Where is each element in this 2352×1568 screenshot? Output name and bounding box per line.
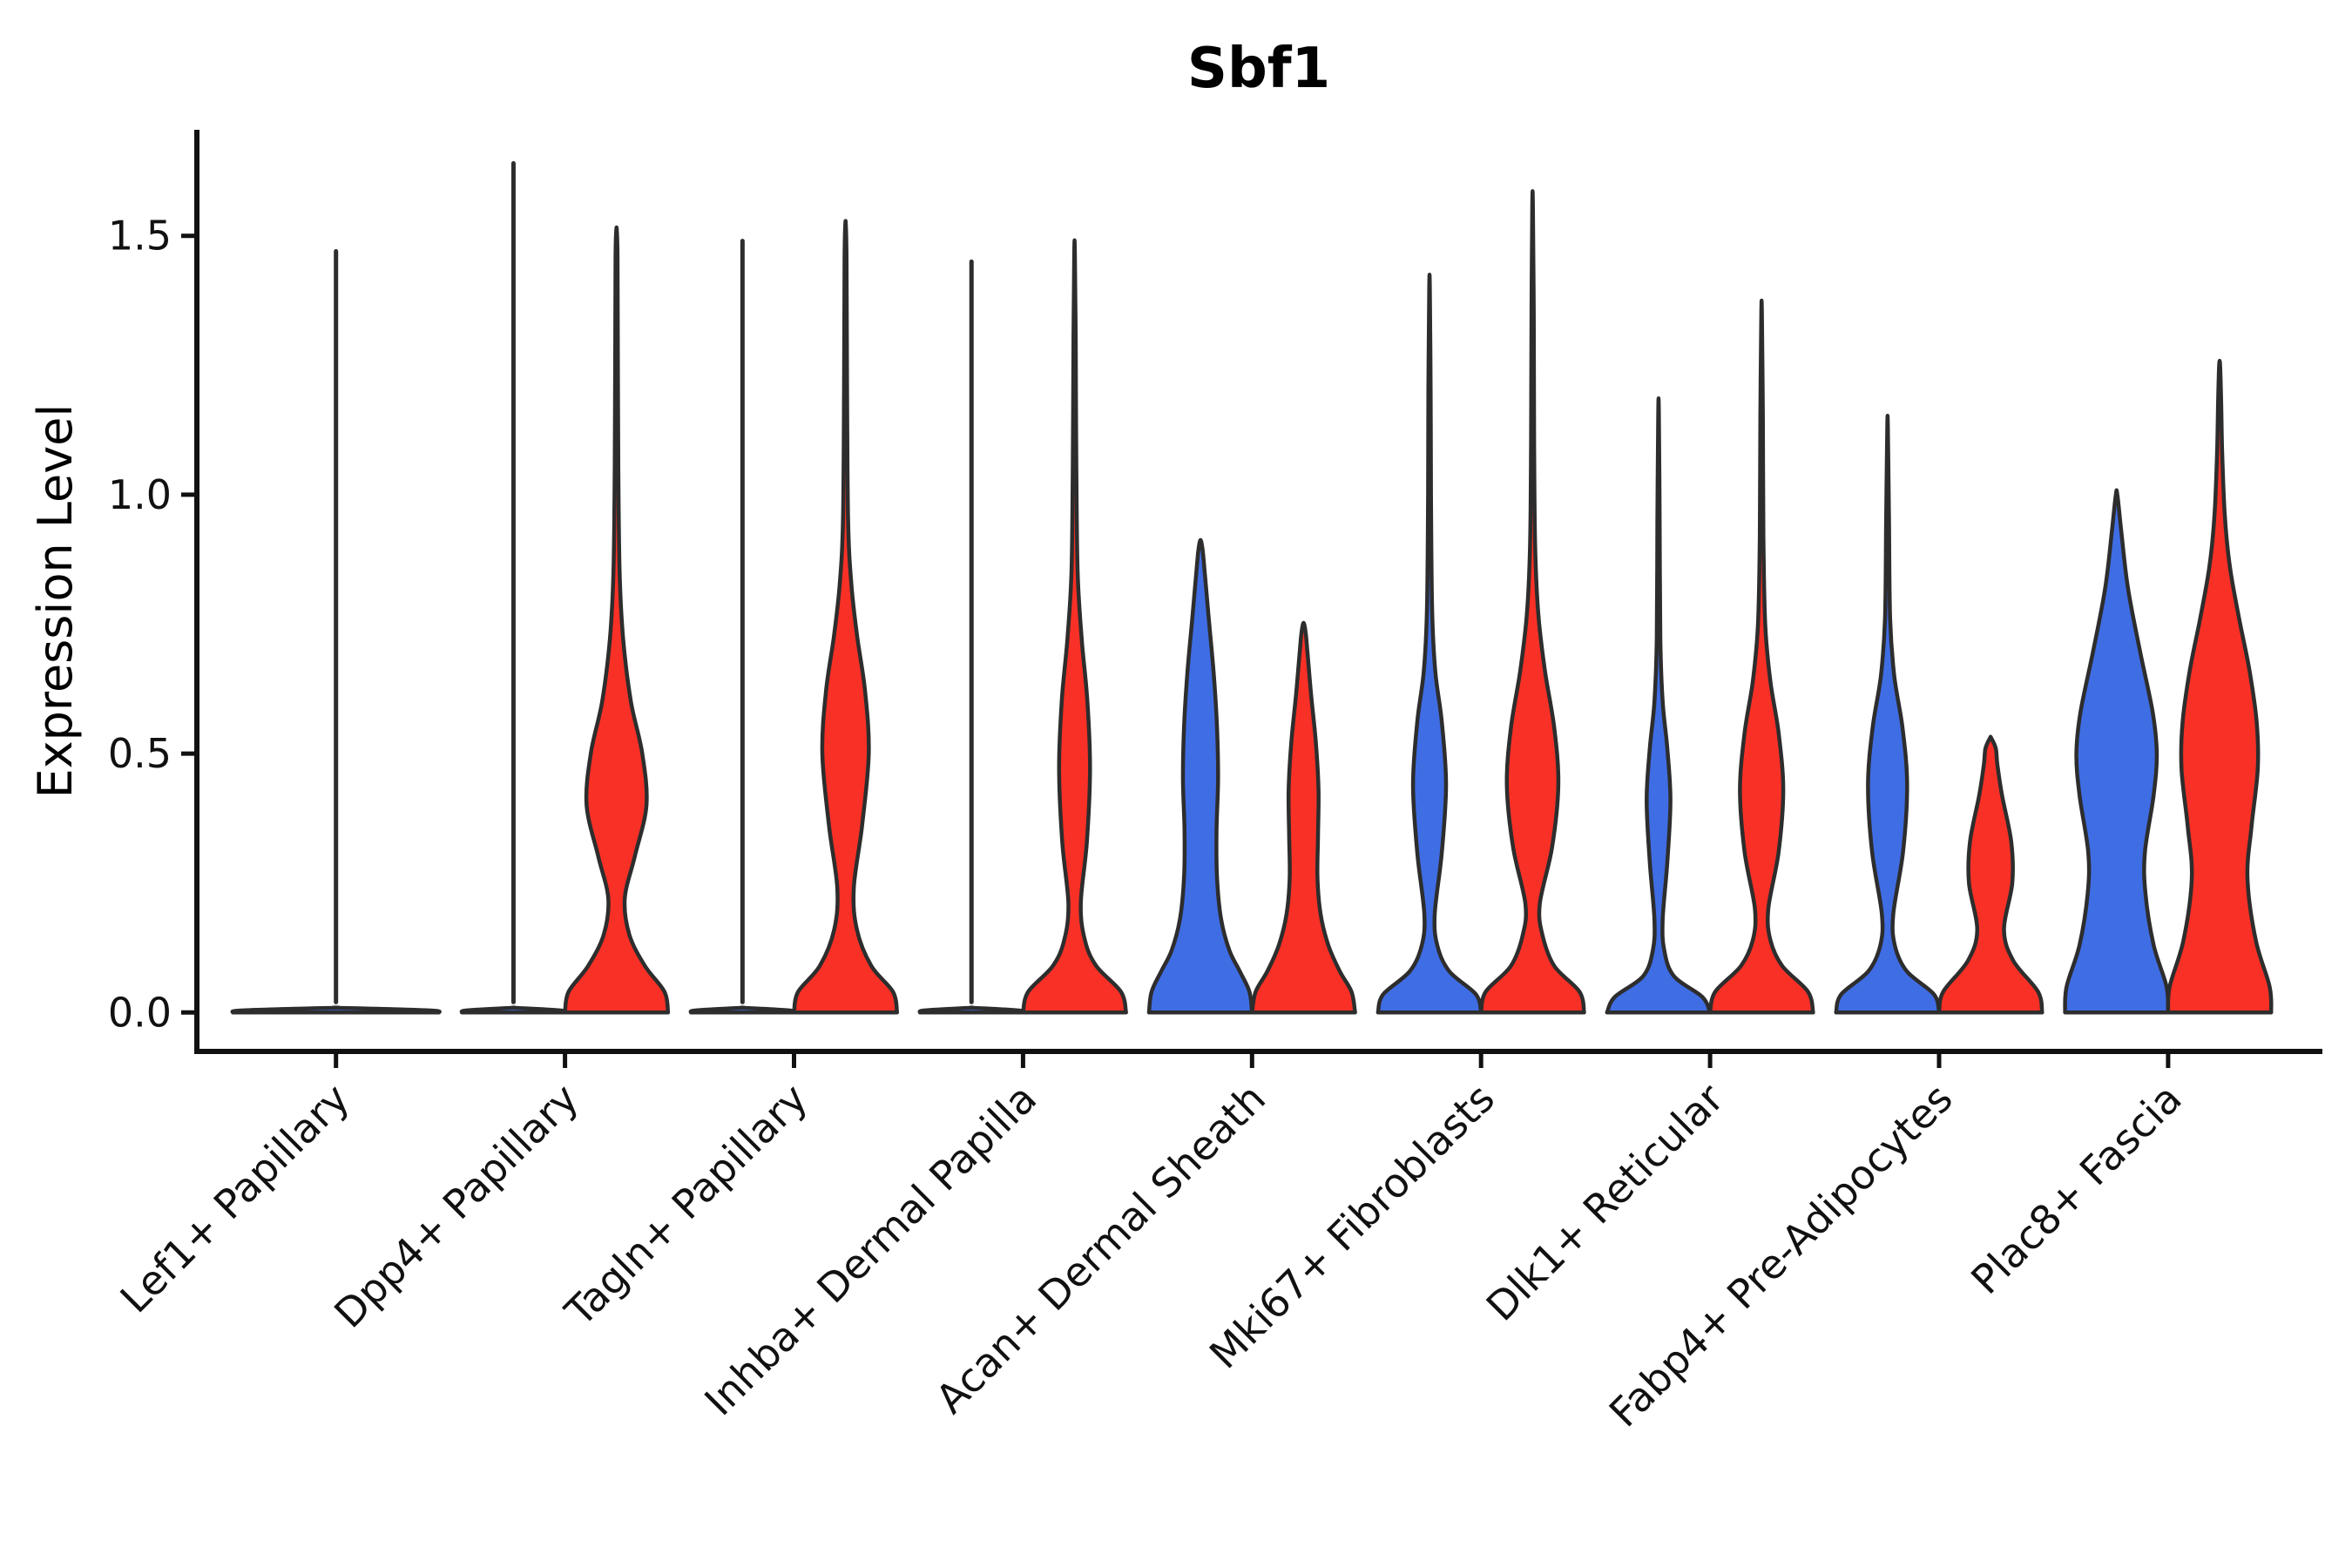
x-tick-label: Dpp4+ Papillary	[325, 1075, 587, 1337]
violin-shape-dpp4-blue	[459, 1005, 568, 1015]
violin-shape-dlk1-red	[1707, 298, 1815, 1015]
x-tick-label: Dlk1+ Reticular	[1477, 1075, 1733, 1330]
violin-shape-fabp4-red	[1936, 734, 2044, 1015]
violin-shape-plac8-blue	[2063, 488, 2171, 1015]
violin-shape-dpp4-red	[563, 225, 671, 1015]
y-tick-label: 0.5	[108, 730, 172, 777]
chart-title: Sbf1	[1187, 37, 1330, 101]
axes	[181, 130, 2322, 1068]
violin-shape-plac8-red	[2166, 358, 2274, 1015]
violin-shape-lef1-blue	[230, 1005, 442, 1015]
violin-shape-dlk1-blue	[1605, 395, 1713, 1015]
violin-shape-acan-red	[1250, 620, 1357, 1015]
y-tick-label: 1.5	[108, 213, 172, 260]
y-tick-label: 1.0	[108, 471, 172, 518]
x-tick-label: Lef1+ Papillary	[112, 1075, 359, 1322]
violin-shape-inhba-red	[1021, 238, 1128, 1015]
violin-shape-mki67-blue	[1375, 273, 1484, 1015]
violin-shape-fabp4-blue	[1834, 414, 1942, 1015]
violin-shape-tagln-blue	[688, 1005, 797, 1015]
violin-shape-mki67-red	[1478, 189, 1586, 1015]
violins	[230, 160, 2274, 1015]
y-axis-label: Expression Level	[28, 404, 83, 799]
violin-shape-acan-blue	[1146, 537, 1254, 1015]
y-tick-label: 0.0	[108, 989, 172, 1036]
y-tick-labels: 0.0 0.5 1.0 1.5	[108, 213, 172, 1037]
x-tick-label: Plac8+ Fascia	[1962, 1075, 2190, 1303]
x-tick-label: Tagln+ Papillary	[556, 1075, 817, 1336]
violin-shape-tagln-red	[792, 219, 900, 1015]
violin-shape-inhba-blue	[917, 1005, 1025, 1015]
